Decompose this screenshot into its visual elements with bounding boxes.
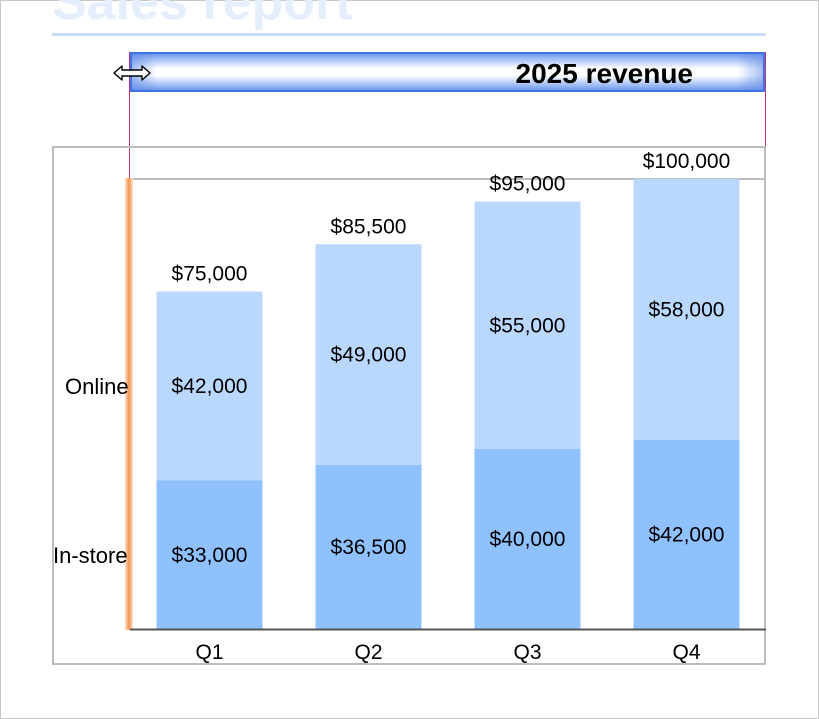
- title-underline: [52, 33, 766, 36]
- bar-online-q3[interactable]: [474, 201, 581, 450]
- total-label-q1: $75,000: [172, 263, 248, 286]
- data-label-in-store-q3: $40,000: [490, 528, 566, 551]
- total-label-q3: $95,000: [490, 173, 566, 196]
- data-label-in-store-q1: $33,000: [172, 544, 248, 567]
- chart-title: 2025 revenue: [515, 58, 693, 89]
- x-tick-label-q3: Q3: [513, 641, 541, 664]
- bar-in-store-q3[interactable]: [474, 449, 581, 629]
- bar-online-q4[interactable]: [633, 179, 740, 440]
- bar-in-store-q1[interactable]: [156, 480, 263, 630]
- bar-online-q1[interactable]: [156, 291, 263, 481]
- data-label-in-store-q2: $36,500: [331, 536, 407, 559]
- left-guide-line: [129, 52, 130, 178]
- x-tick-label-q2: Q2: [354, 641, 382, 664]
- series-label-online: Online: [65, 374, 129, 399]
- data-label-online-q4: $58,000: [649, 299, 725, 322]
- data-label-online-q2: $49,000: [331, 344, 407, 367]
- data-label-online-q3: $55,000: [490, 314, 566, 337]
- data-label-in-store-q4: $42,000: [649, 524, 725, 547]
- chart-title-box[interactable]: 2025 revenue: [130, 52, 765, 92]
- bar-online-q2[interactable]: [315, 244, 422, 465]
- horizontal-resize-cursor-icon: [113, 65, 151, 81]
- total-label-q2: $85,500: [331, 215, 407, 238]
- series-label-in-store: In-store: [53, 543, 128, 568]
- axis-selection-handle[interactable]: [125, 178, 133, 630]
- bar-in-store-q4[interactable]: [633, 440, 740, 629]
- document-title: Sales report: [52, 0, 353, 31]
- bar-in-store-q2[interactable]: [315, 464, 422, 629]
- x-tick-label-q1: Q1: [195, 641, 223, 664]
- x-tick-label-q4: Q4: [672, 641, 700, 664]
- plot-area[interactable]: [130, 178, 766, 630]
- data-label-online-q1: $42,000: [172, 375, 248, 398]
- total-label-q4: $100,000: [643, 150, 731, 173]
